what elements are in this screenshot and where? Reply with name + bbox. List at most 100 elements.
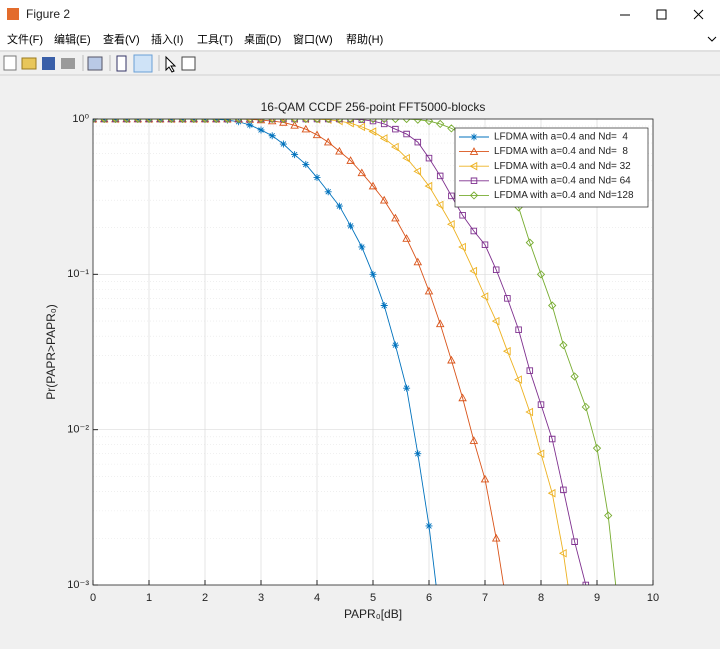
marker xyxy=(110,119,119,124)
marker xyxy=(324,188,332,196)
marker xyxy=(223,119,232,124)
marker xyxy=(245,119,254,124)
menu-item[interactable]: 桌面(D) xyxy=(244,33,281,46)
axes: 0 1 2 3 4 5 6 7 8 9 10 10⁰ 10⁻¹ 10⁻² 10⁻³ xyxy=(67,113,659,604)
marker xyxy=(358,119,366,123)
marker xyxy=(403,130,410,138)
x-tick-label: 2 xyxy=(202,592,208,604)
marker xyxy=(480,292,489,301)
marker xyxy=(425,522,433,530)
marker xyxy=(99,119,108,124)
legend-marker xyxy=(469,191,479,200)
marker xyxy=(402,234,411,242)
new-icon[interactable] xyxy=(3,55,17,71)
property-icon[interactable] xyxy=(181,56,196,71)
marker xyxy=(178,119,186,124)
marker xyxy=(222,119,231,124)
save-icon[interactable] xyxy=(42,57,55,70)
marker xyxy=(424,286,434,295)
marker xyxy=(582,581,590,585)
marker xyxy=(403,384,411,392)
legend-icon[interactable] xyxy=(133,54,153,73)
legend-label: LFDMA with a=0.4 and Nd= 8 xyxy=(494,146,628,157)
marker xyxy=(571,538,578,545)
open-icon[interactable] xyxy=(21,57,37,70)
marker xyxy=(537,401,545,408)
marker xyxy=(548,435,556,443)
marker xyxy=(301,124,311,133)
marker xyxy=(447,355,456,364)
marker xyxy=(301,119,310,124)
menu-item[interactable]: 编辑(E) xyxy=(54,32,91,46)
marker xyxy=(100,119,109,124)
marker xyxy=(592,444,602,453)
marker xyxy=(424,181,433,191)
marker xyxy=(268,119,277,124)
marker xyxy=(301,119,310,124)
pointer-icon[interactable] xyxy=(165,55,177,73)
marker xyxy=(245,119,254,124)
marker xyxy=(156,119,165,124)
legend-marker xyxy=(469,161,478,171)
y-tick-label: 10⁻¹ xyxy=(67,268,89,280)
x-axis-label: PAPR₀[dB] xyxy=(344,607,402,621)
menu-item[interactable]: 窗口(W) xyxy=(293,32,333,46)
marker xyxy=(312,130,322,139)
link-icon[interactable] xyxy=(87,56,103,71)
marker xyxy=(144,119,153,124)
marker xyxy=(167,119,176,124)
print-icon[interactable] xyxy=(61,58,75,69)
close-button[interactable] xyxy=(693,9,704,20)
menu-item[interactable]: 文件(F) xyxy=(7,32,43,46)
marker xyxy=(302,160,310,168)
marker xyxy=(290,120,299,129)
marker xyxy=(525,238,534,247)
marker xyxy=(558,549,567,558)
series-line xyxy=(93,119,587,585)
marker xyxy=(446,220,455,229)
marker xyxy=(391,213,400,222)
marker xyxy=(413,167,422,176)
marker xyxy=(380,119,389,124)
marker xyxy=(526,367,534,374)
colorbar-icon[interactable] xyxy=(116,55,127,72)
title-bar xyxy=(0,0,720,30)
marker xyxy=(133,119,142,124)
marker xyxy=(414,450,422,458)
plot xyxy=(93,119,617,585)
marker xyxy=(491,533,501,542)
marker xyxy=(402,153,410,163)
marker xyxy=(447,124,456,133)
marker xyxy=(547,488,556,498)
legend-label: LFDMA with a=0.4 and Nd=128 xyxy=(494,190,634,201)
marker xyxy=(290,119,298,124)
marker xyxy=(369,119,377,125)
legend-label: LFDMA with a=0.4 and Nd= 4 xyxy=(494,132,628,143)
series-line xyxy=(93,119,569,585)
y-tick-label: 10⁻² xyxy=(67,424,89,436)
marker xyxy=(425,154,433,162)
marker xyxy=(189,119,198,124)
marker xyxy=(313,174,321,182)
marker xyxy=(223,119,231,124)
marker xyxy=(570,372,579,381)
menu-item[interactable]: 插入(I) xyxy=(151,32,183,46)
marker xyxy=(200,119,209,124)
marker xyxy=(122,119,130,124)
marker xyxy=(491,316,500,326)
marker xyxy=(93,119,97,123)
menu-expand[interactable] xyxy=(707,36,717,42)
marker xyxy=(358,243,366,251)
marker xyxy=(122,119,131,124)
menu-item[interactable]: 查看(V) xyxy=(103,32,140,46)
marker xyxy=(559,341,568,350)
menu-item[interactable]: 帮助(H) xyxy=(346,32,383,46)
marker xyxy=(480,474,490,483)
maximize-button[interactable] xyxy=(656,9,667,20)
menu-item[interactable]: 工具(T) xyxy=(197,33,233,46)
marker xyxy=(413,257,423,266)
marker xyxy=(470,227,478,235)
marker xyxy=(458,393,467,402)
